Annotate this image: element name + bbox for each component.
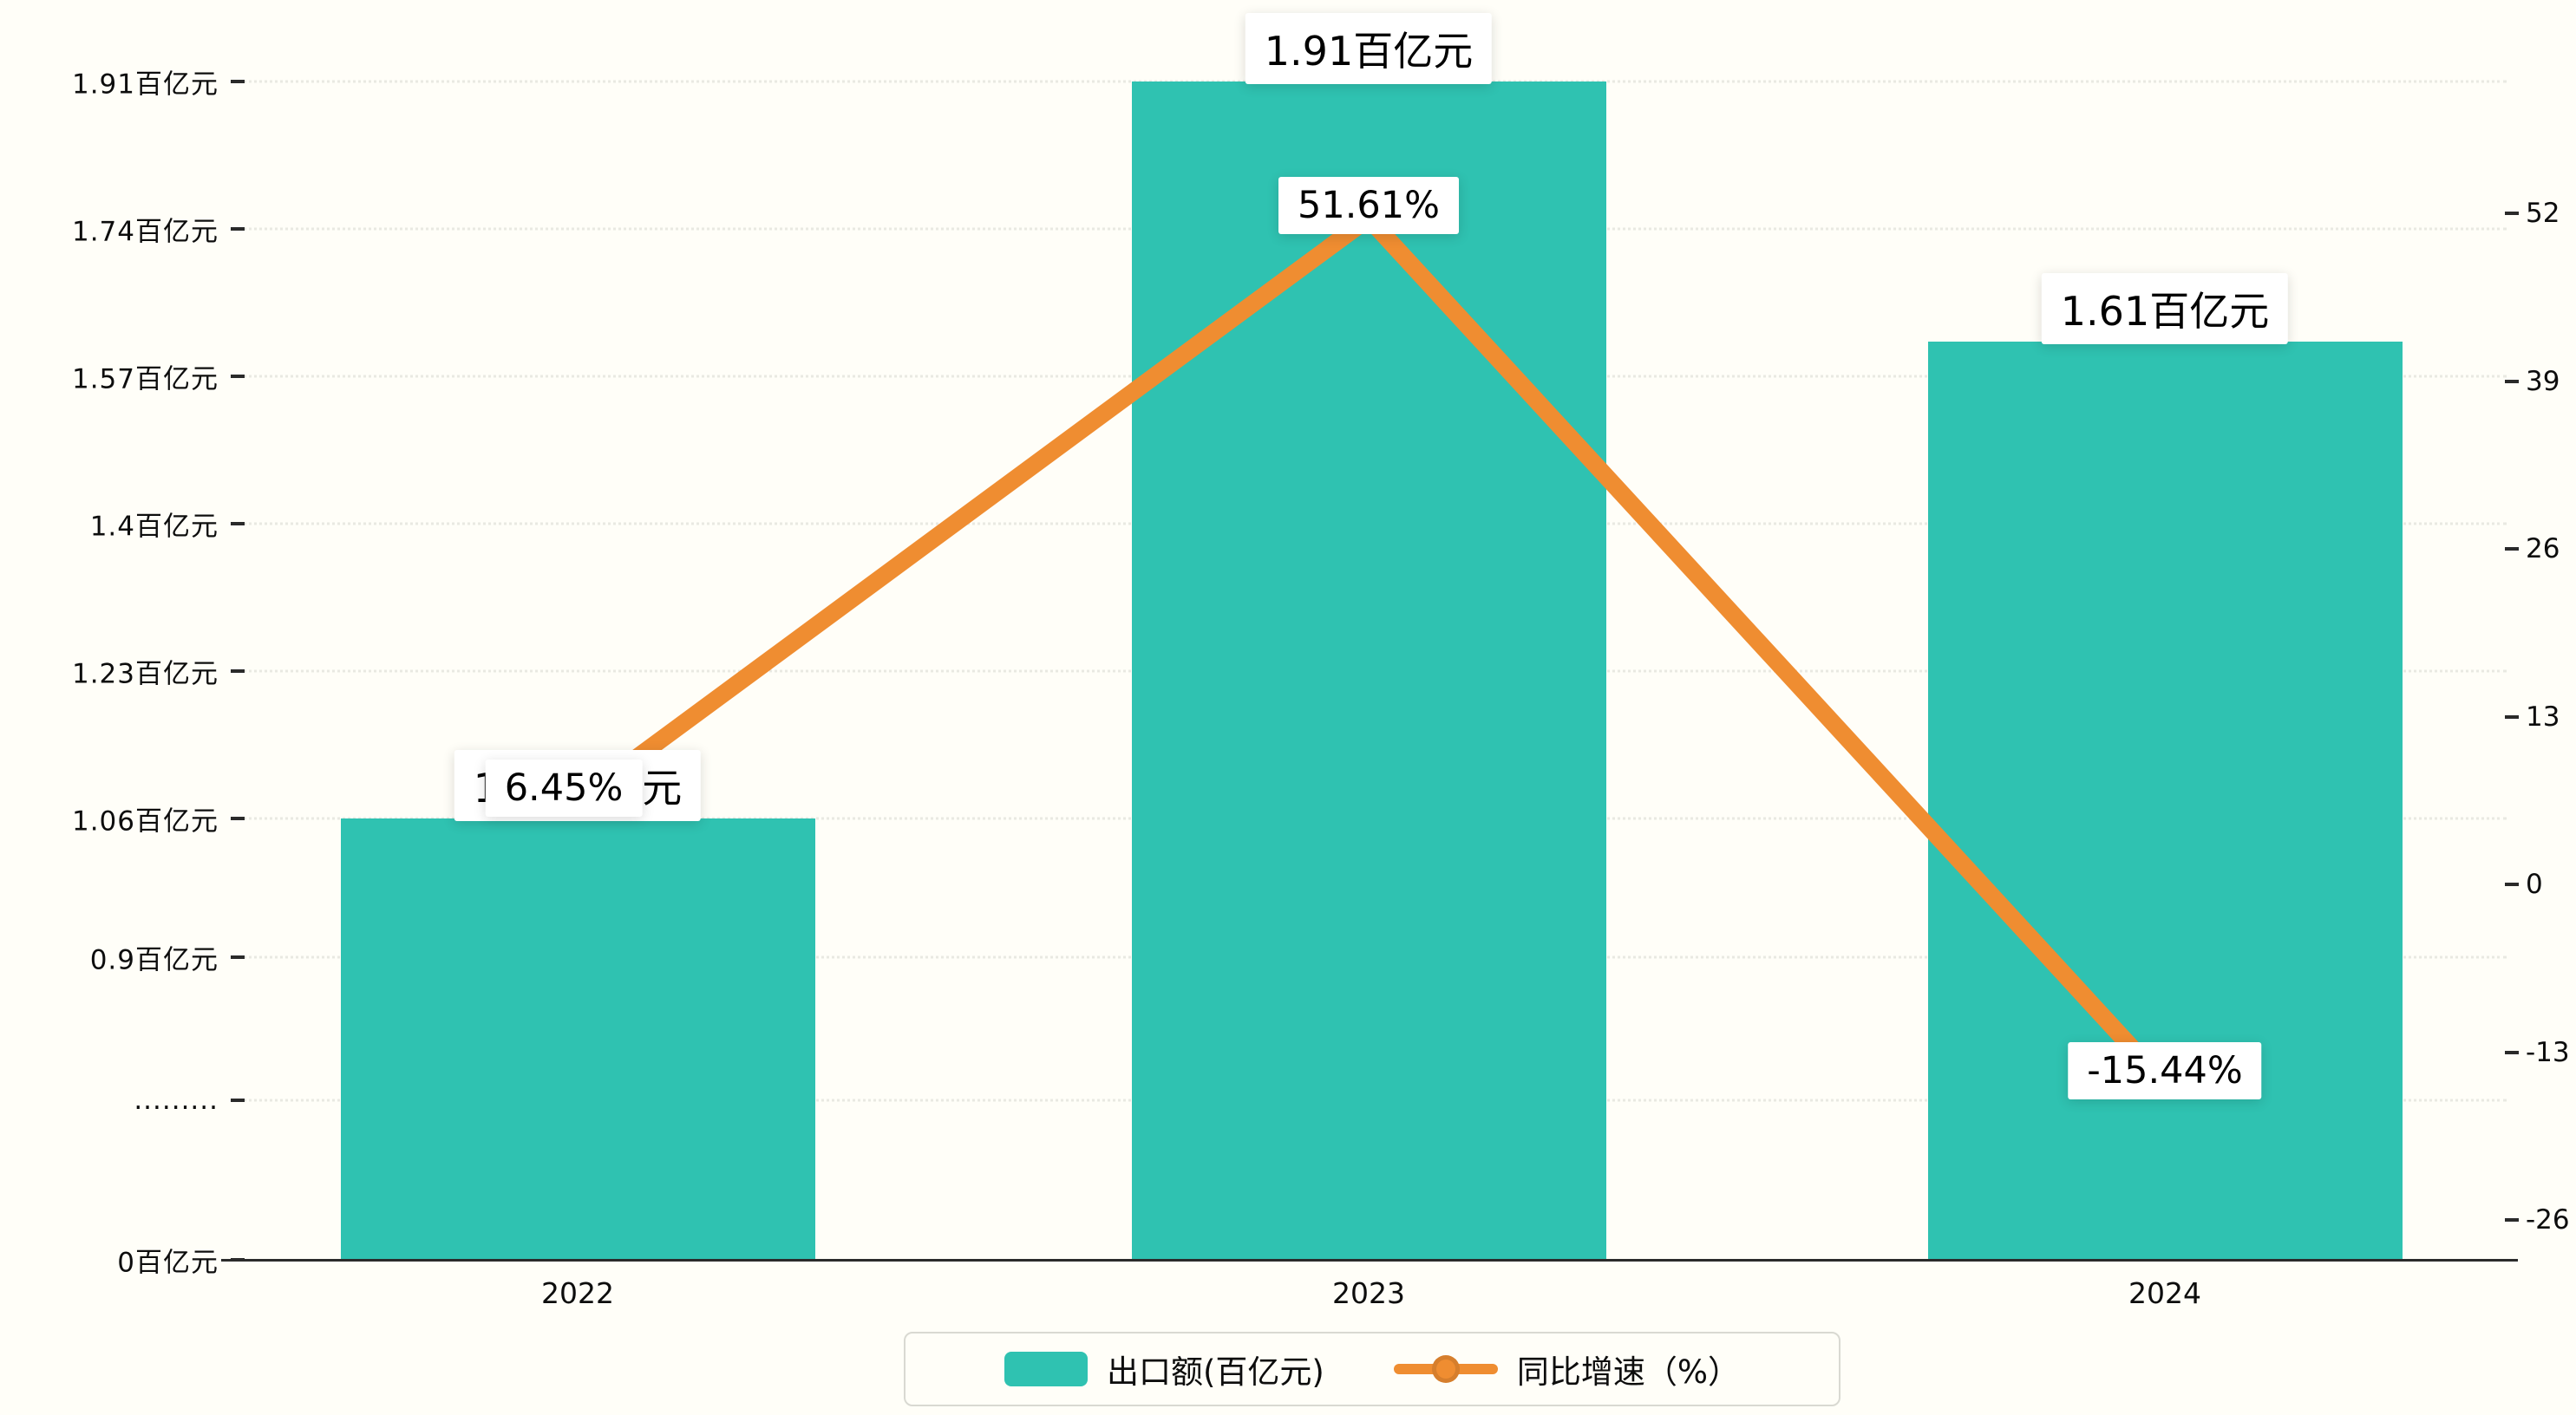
left-axis-tick-label: 0.9百亿元 <box>89 944 219 976</box>
legend-label: 出口额(百亿元) <box>1106 1353 1324 1391</box>
right-axis-tick-label: -13 <box>2526 1036 2570 1068</box>
right-axis-tick-label: 52 <box>2526 198 2560 229</box>
legend-bar-swatch-icon <box>1004 1352 1088 1386</box>
growth-value-label-2022: 6.45% <box>485 759 643 817</box>
left-axis-tick-label: 0百亿元 <box>117 1247 219 1279</box>
right-axis-tick-mark <box>2505 883 2519 886</box>
left-axis-tick-label: 1.57百亿元 <box>71 363 219 395</box>
x-axis-line <box>221 1259 2518 1262</box>
right-axis-tick-mark <box>2505 212 2519 215</box>
legend-item-growth[interactable]: 同比增速（%） <box>1393 1346 1741 1392</box>
left-axis-tick-mark <box>231 817 245 820</box>
x-axis-label-2022: 2022 <box>541 1276 614 1310</box>
growth-value-label-2024: -15.44% <box>2068 1041 2262 1099</box>
right-axis-tick-label: 26 <box>2526 533 2560 564</box>
legend-label: 同比增速（%） <box>1516 1353 1741 1391</box>
left-axis-tick-label: 1.4百亿元 <box>89 511 219 543</box>
left-axis-tick-mark <box>231 227 245 231</box>
left-axis-tick-mark <box>231 522 245 525</box>
left-axis-tick-label: ......... <box>134 1085 219 1116</box>
right-axis-tick-mark <box>2505 714 2519 719</box>
bar-value-label-2023: 1.91百亿元 <box>1245 13 1493 84</box>
left-axis-tick-mark <box>231 1099 245 1102</box>
growth-value-label-2023: 51.61% <box>1278 176 1459 234</box>
export-bar-2023 <box>1131 82 1606 1260</box>
right-axis-tick-mark <box>2505 547 2519 551</box>
right-axis-tick-label: 13 <box>2526 701 2560 733</box>
left-axis-tick-label: 1.23百亿元 <box>71 658 219 690</box>
legend-line-marker-icon <box>1393 1355 1498 1383</box>
right-axis-tick-mark <box>2505 1218 2519 1222</box>
right-axis-tick-mark <box>2505 379 2519 383</box>
export-bar-2024 <box>1927 342 2403 1260</box>
bar-value-label-2024: 1.61百亿元 <box>2041 273 2289 344</box>
left-axis-tick-mark <box>231 669 245 673</box>
left-axis-tick-mark <box>231 375 245 378</box>
legend-item-export[interactable]: 出口额(百亿元) <box>1004 1346 1324 1392</box>
x-axis-label-2023: 2023 <box>1332 1276 1405 1310</box>
right-axis-tick-label: 39 <box>2526 365 2560 397</box>
right-axis-tick-label: 0 <box>2526 869 2543 900</box>
left-axis-tick-label: 1.91百亿元 <box>71 68 219 101</box>
right-axis-tick-mark <box>2505 1050 2519 1054</box>
left-axis-tick-mark <box>231 80 245 83</box>
legend-line-dot-icon <box>1431 1355 1460 1383</box>
x-axis-label-2024: 2024 <box>2128 1276 2201 1310</box>
export-bar-2022 <box>340 818 815 1260</box>
left-axis-tick-mark <box>231 955 245 959</box>
left-axis-tick-label: 1.74百亿元 <box>71 216 219 248</box>
legend: 出口额(百亿元) 同比增速（%） <box>904 1332 1840 1406</box>
right-axis-tick-label: -26 <box>2526 1204 2570 1236</box>
left-axis-tick-label: 1.06百亿元 <box>71 805 219 838</box>
